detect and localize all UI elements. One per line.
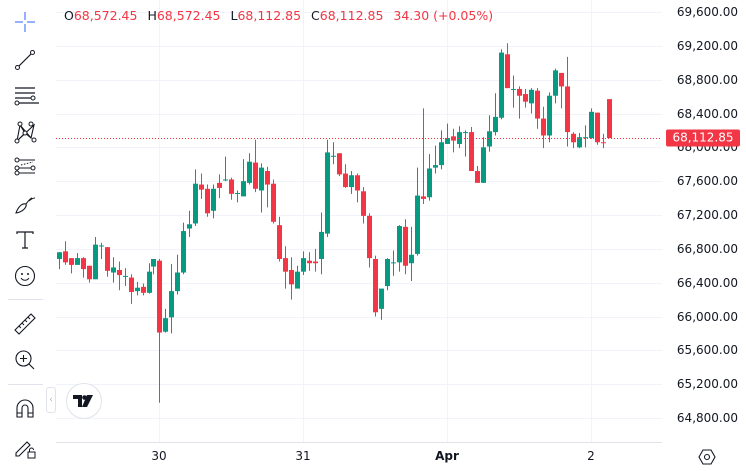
price-axis-label: 68,400.00: [676, 106, 738, 121]
time-axis-label: 2: [587, 449, 595, 463]
price-axis-label: 69,600.00: [676, 5, 738, 19]
chart-pane[interactable]: [56, 0, 662, 442]
brush-tool[interactable]: [9, 188, 41, 220]
trend-line-tool[interactable]: [9, 44, 41, 76]
time-axis-label: 31: [295, 449, 311, 463]
crosshair-icon: [15, 12, 35, 32]
high-value: 68,572.45: [156, 8, 221, 23]
text-icon: [16, 231, 34, 249]
chart-settings-button[interactable]: [697, 447, 717, 467]
change-value: 34.30 (+0.05%): [393, 8, 494, 23]
horizontal-lines-tool[interactable]: [9, 80, 41, 112]
lock-drawings-tool[interactable]: [9, 431, 41, 463]
time-axis-label: 30: [151, 449, 167, 463]
magnet-tool[interactable]: [9, 393, 41, 425]
drawing-toolbar: [0, 0, 50, 470]
price-axis-label: 64,800.00: [676, 411, 738, 425]
price-axis-label: 66,000.00: [676, 309, 738, 324]
price-axis-label: 65,200.00: [676, 377, 738, 392]
price-axis-label: 68,800.00: [676, 72, 738, 87]
toolbar-divider: [8, 384, 43, 385]
last-price-tag: 68,112.85: [666, 129, 740, 147]
tradingview-logo[interactable]: [66, 383, 102, 419]
measure-tool[interactable]: [9, 308, 41, 340]
pattern-icon: [14, 121, 37, 144]
fib-retracement-tool[interactable]: [9, 152, 41, 184]
close-value: 68,112.85: [319, 8, 384, 23]
high-key: H: [147, 8, 157, 23]
price-axis-label: 69,200.00: [676, 38, 738, 53]
ohlc-legend: O68,572.45 H68,572.45 L68,112.85 C68,112…: [64, 8, 499, 23]
price-axis-label: 66,800.00: [676, 241, 738, 256]
pencil-lock-icon: [15, 441, 36, 459]
time-axis-label: Apr: [435, 449, 459, 463]
magnet-icon: [16, 399, 34, 418]
smiley-icon: [14, 265, 36, 287]
settings-hexagon-icon: [698, 449, 716, 465]
crosshair-tool[interactable]: [9, 6, 41, 38]
pattern-tool[interactable]: [9, 116, 41, 148]
close-key: C: [311, 8, 320, 23]
price-axis-label: 67,200.00: [676, 208, 738, 222]
price-axis-label: 65,600.00: [676, 343, 738, 358]
emoji-tool[interactable]: [9, 260, 41, 292]
brush-icon: [15, 197, 36, 214]
open-key: O: [64, 8, 74, 23]
trend-line-icon: [15, 50, 35, 70]
zoom-in-tool[interactable]: [9, 344, 41, 376]
tradingview-logo-icon: [73, 395, 93, 407]
horizontal-lines-icon: [14, 87, 39, 106]
toolbar-divider: [8, 299, 43, 300]
text-tool[interactable]: [9, 224, 41, 256]
time-axis[interactable]: 30 31 Apr 2: [56, 442, 662, 471]
toolbar-collapse-button[interactable]: ‹: [46, 387, 56, 413]
zoom-in-icon: [15, 350, 35, 370]
open-value: 68,572.45: [73, 8, 138, 23]
low-value: 68,112.85: [237, 8, 302, 23]
low-key: L: [230, 8, 238, 23]
price-axis-label: 66,400.00: [676, 275, 738, 290]
candlestick-chart: [56, 0, 662, 442]
fib-retracement-icon: [14, 157, 36, 176]
ruler-icon: [14, 313, 36, 335]
price-axis[interactable]: 64,800.00 65,200.00 65,600.00 66,000.00 66,4…: [662, 0, 746, 442]
price-axis-label: 67,600.00: [676, 174, 738, 189]
